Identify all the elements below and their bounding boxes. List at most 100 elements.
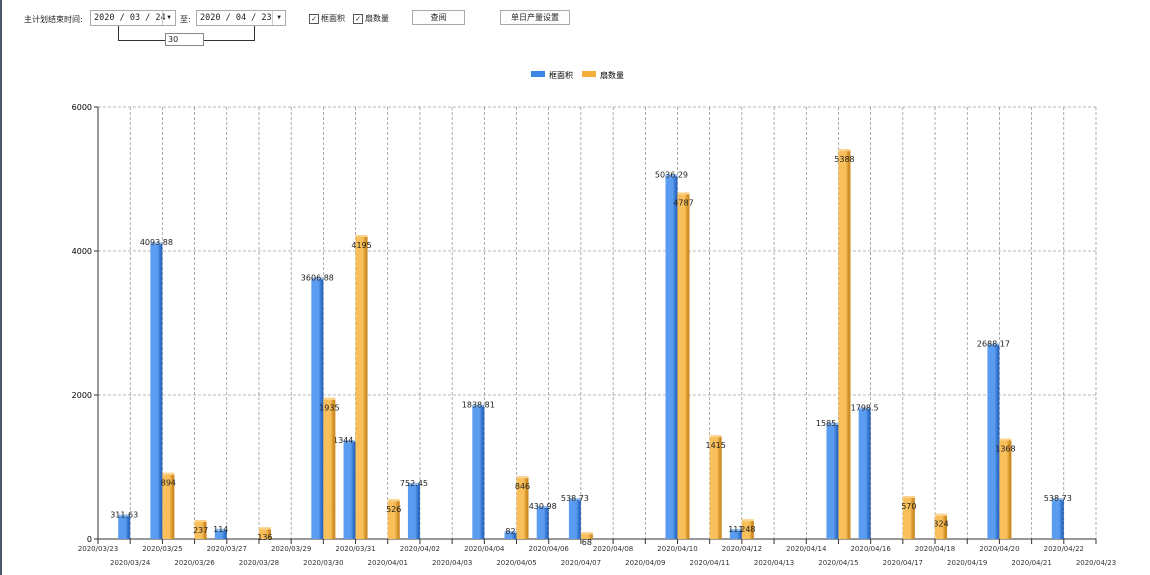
data-label: 82 xyxy=(505,527,515,536)
data-label: 4093.88 xyxy=(140,238,173,247)
bar-area xyxy=(568,500,581,539)
data-label: 311.63 xyxy=(110,511,138,520)
bar-area xyxy=(472,406,485,539)
query-button[interactable]: 查阅 xyxy=(412,10,465,25)
bar-top xyxy=(826,422,839,425)
data-label: 526 xyxy=(386,505,401,514)
legend-swatch-count xyxy=(582,71,596,77)
x-tick-label: 2020/04/12 xyxy=(722,545,762,553)
x-tick-label: 2020/04/03 xyxy=(432,559,472,567)
bar-top xyxy=(150,242,163,245)
y-tick-label: 0 xyxy=(87,535,92,544)
to-label: 至: xyxy=(180,15,191,24)
chevron-down-icon[interactable]: ▼ xyxy=(272,11,285,25)
data-label: 1585.96 xyxy=(816,419,849,428)
data-label: 114 xyxy=(213,525,228,534)
bar-area xyxy=(118,516,131,539)
data-label: 430.98 xyxy=(529,502,557,511)
legend: 框面积 扇数量 xyxy=(531,70,624,80)
bar-top xyxy=(516,476,529,479)
bar-count xyxy=(258,529,271,539)
data-label: 324 xyxy=(933,520,948,529)
area-checkbox[interactable]: ✓ 框面积 xyxy=(309,13,345,24)
bar-area xyxy=(665,176,678,539)
x-tick-label: 2020/04/06 xyxy=(529,545,570,553)
bar-area xyxy=(150,244,163,539)
y-tick-label: 2000 xyxy=(72,391,92,400)
bar-top xyxy=(1051,498,1064,501)
bar-count xyxy=(677,194,690,539)
data-label: 2688.17 xyxy=(977,339,1010,348)
bar-top xyxy=(118,514,131,517)
bar-count xyxy=(935,515,948,539)
end-date-picker[interactable]: 2020 / 04 / 23 ▼ xyxy=(196,10,286,26)
bar-top xyxy=(677,192,690,195)
chevron-down-icon[interactable]: ▼ xyxy=(162,11,175,25)
x-tick-label: 2020/04/18 xyxy=(915,545,955,553)
bar-top xyxy=(343,440,356,443)
x-tick-label: 2020/03/24 xyxy=(110,559,151,567)
data-label: 5388 xyxy=(834,155,854,164)
bar-top xyxy=(407,482,420,485)
bar-area xyxy=(311,279,324,539)
x-tick-label: 2020/04/07 xyxy=(561,559,601,567)
bar-area xyxy=(729,531,742,539)
start-date-value: 2020 / 03 / 24 xyxy=(94,13,166,23)
bar-top xyxy=(387,499,400,502)
data-label: 5036.29 xyxy=(655,170,688,179)
x-tick-label: 2020/04/13 xyxy=(754,559,794,567)
bar-count xyxy=(516,478,529,539)
x-tick-label: 2020/04/16 xyxy=(850,545,891,553)
bar-top xyxy=(355,234,368,237)
bar-top xyxy=(504,531,517,534)
bar-count xyxy=(387,501,400,539)
data-label: 68 xyxy=(582,538,592,547)
bar-count xyxy=(902,497,915,539)
bar-top xyxy=(741,519,754,522)
x-tick-label: 2020/04/20 xyxy=(979,545,1019,553)
x-tick-label: 2020/04/08 xyxy=(593,545,633,553)
x-tick-label: 2020/04/10 xyxy=(657,545,697,553)
bar-top xyxy=(665,174,678,177)
x-tick-label: 2020/03/25 xyxy=(142,545,182,553)
data-label: 248 xyxy=(740,525,755,534)
bar-count xyxy=(355,236,368,539)
x-tick-label: 2020/04/14 xyxy=(786,545,827,553)
bar-top xyxy=(902,495,915,498)
daily-output-settings-button[interactable]: 单日产量设置 xyxy=(500,10,570,25)
data-label: 1344.95 xyxy=(333,436,366,445)
days-input[interactable]: 30 xyxy=(165,33,204,46)
data-label: 4787 xyxy=(673,198,693,207)
data-label: 752.45 xyxy=(400,479,428,488)
bar-top xyxy=(999,438,1012,441)
bar-top xyxy=(214,528,227,531)
x-tick-label: 2020/04/02 xyxy=(400,545,440,553)
bar-top xyxy=(729,529,742,532)
bar-top xyxy=(323,397,336,400)
bar-count xyxy=(999,440,1012,539)
date-range-label: 主计划结束时间: xyxy=(24,15,83,24)
checkmark-icon: ✓ xyxy=(353,13,363,24)
data-label: 1798.5 xyxy=(851,404,879,413)
x-tick-label: 2020/03/27 xyxy=(207,545,247,553)
bar-top xyxy=(162,472,175,475)
x-tick-label: 2020/04/15 xyxy=(818,559,858,567)
bar-area xyxy=(214,530,227,539)
bar-top xyxy=(472,404,485,407)
checkmark-icon: ✓ xyxy=(309,13,319,24)
bar-area xyxy=(858,409,871,539)
start-date-picker[interactable]: 2020 / 03 / 24 ▼ xyxy=(90,10,176,26)
x-tick-label: 2020/04/23 xyxy=(1076,559,1116,567)
bar-top xyxy=(536,505,549,508)
x-tick-label: 2020/04/19 xyxy=(947,559,987,567)
count-checkbox[interactable]: ✓ 扇数量 xyxy=(353,13,389,24)
data-label: 111 xyxy=(728,525,743,534)
legend-label-count: 扇数量 xyxy=(600,70,624,80)
data-label: 3606.88 xyxy=(301,273,334,282)
x-tick-label: 2020/03/29 xyxy=(271,545,311,553)
x-tick-label: 2020/04/21 xyxy=(1011,559,1051,567)
legend-label-area: 框面积 xyxy=(549,70,573,80)
bar-count xyxy=(741,521,754,539)
bar-count xyxy=(709,437,722,539)
